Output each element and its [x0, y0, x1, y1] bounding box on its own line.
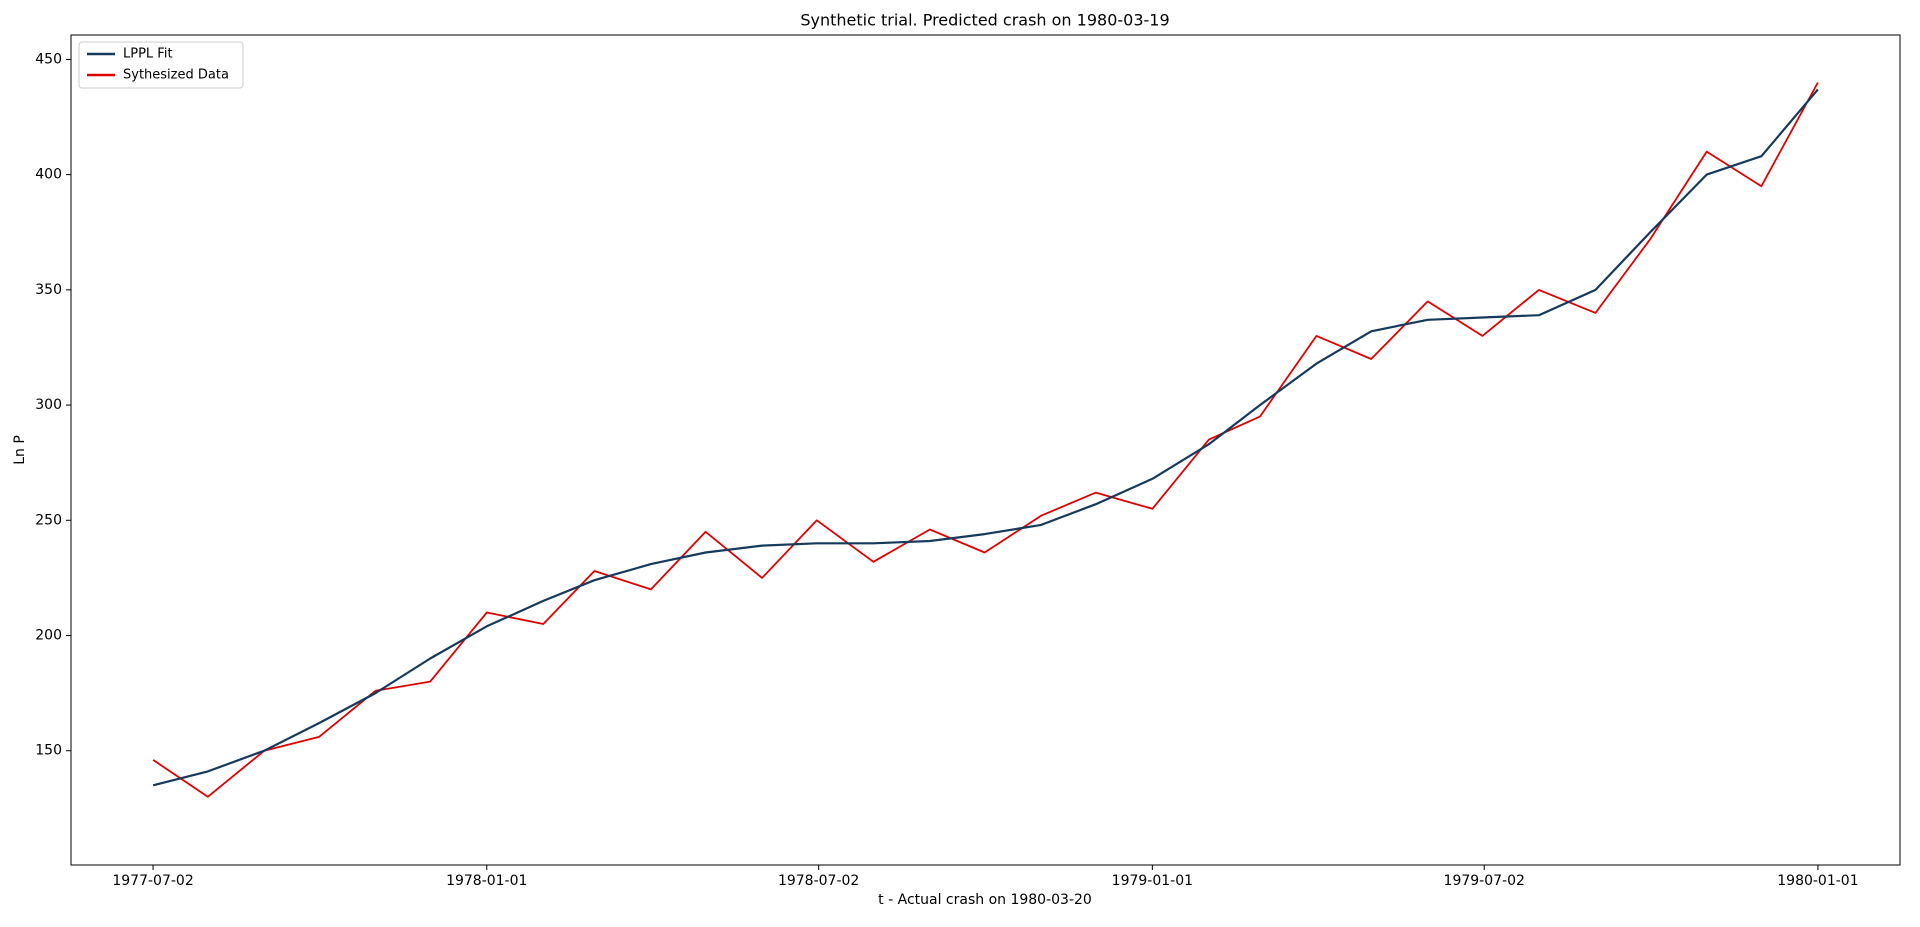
x-tick-label: 1980-01-01: [1777, 873, 1858, 889]
legend-label: LPPL Fit: [123, 47, 173, 62]
x-tick-label: 1978-07-02: [778, 873, 859, 889]
chart-title: Synthetic trial. Predicted crash on 1980…: [800, 11, 1169, 30]
y-tick-label: 250: [35, 512, 62, 528]
y-tick-label: 150: [35, 743, 62, 759]
legend-label: Sythesized Data: [123, 68, 229, 83]
series-line: [152, 88, 1819, 787]
x-axis-label: t - Actual crash on 1980-03-20: [878, 892, 1092, 908]
y-axis-label: Ln P: [12, 435, 28, 465]
y-tick-label: 450: [35, 51, 62, 67]
legend-box: [78, 41, 244, 89]
series-line: [152, 82, 1819, 798]
y-tick-label: 200: [35, 627, 62, 643]
plot-frame: [70, 34, 1901, 866]
y-tick-label: 350: [35, 282, 62, 298]
x-tick-label: 1979-01-01: [1112, 873, 1193, 889]
x-tick-label: 1979-07-02: [1444, 873, 1525, 889]
x-tick-label: 1977-07-02: [112, 873, 193, 889]
y-tick-label: 300: [35, 397, 62, 413]
x-tick-label: 1978-01-01: [446, 873, 527, 889]
y-tick-label: 400: [35, 167, 62, 183]
